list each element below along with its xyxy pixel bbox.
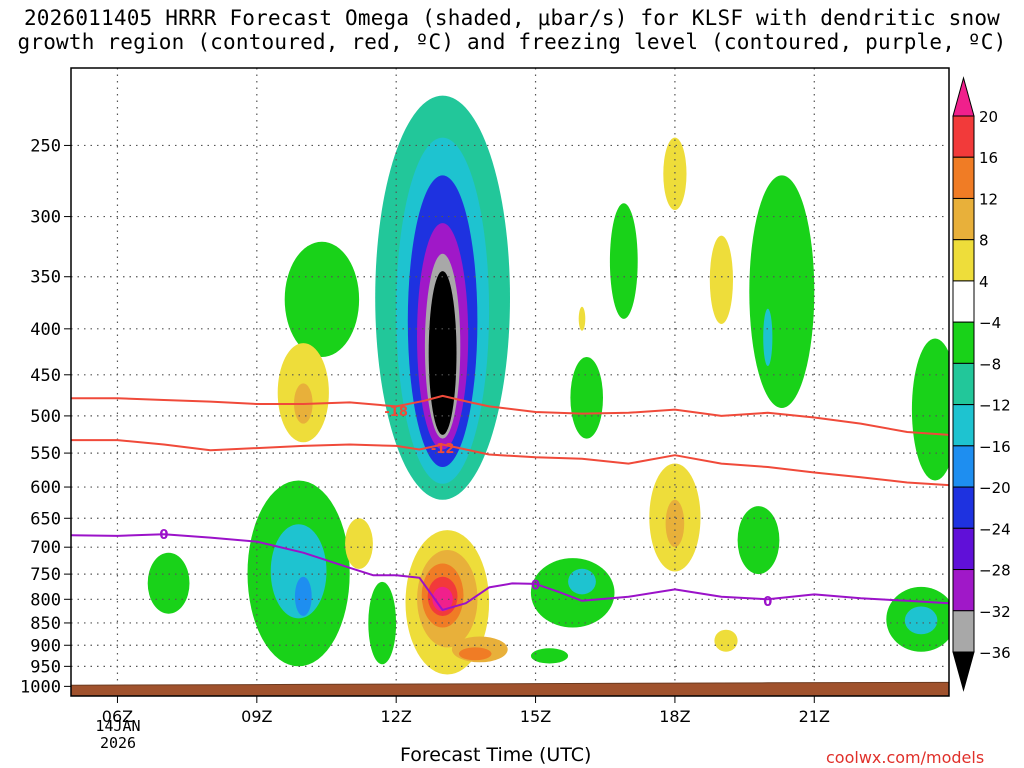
colorbar: 20 16 12 8 4 −4 −8 −12 −16 −20 −24 −28 −32 −36 [952, 76, 1011, 692]
dgz-label-0: -18 [384, 405, 408, 420]
omega-region-38 [578, 306, 586, 331]
omega-region-10 [147, 552, 190, 614]
y-tick-label-500: 500 [30, 407, 61, 427]
colorbar-label-5: −4 [979, 314, 1001, 332]
colorbar-label-12: −32 [979, 603, 1011, 621]
omega-region-22 [904, 606, 938, 635]
omega-region-14 [570, 357, 603, 439]
omega-region-9 [294, 576, 312, 617]
x-tick-label-18: 18Z [659, 707, 690, 726]
chart-title-line-1: 2026011405 HRRR Forecast Omega (shaded, … [23, 6, 1001, 30]
omega-region-6 [284, 241, 360, 357]
y-tick-label-250: 250 [30, 136, 61, 156]
x-axis: 06Z 09Z 12Z 15Z 18Z 21Z [102, 696, 830, 726]
colorbar-box-11 [952, 527, 975, 571]
omega-region-11 [368, 581, 397, 665]
omega-region-5 [428, 271, 457, 435]
dgz-label-1: -12 [431, 442, 455, 457]
terrain-fill [71, 681, 949, 696]
date-label-year: 2026 [99, 734, 137, 752]
grid-lines [71, 68, 949, 696]
y-tick-label-650: 650 [30, 509, 61, 529]
colorbar-box-4 [952, 239, 975, 282]
y-tick-label-950: 950 [30, 657, 61, 677]
colorbar-box-7 [952, 362, 975, 406]
dgz-contour-1 [71, 439, 949, 487]
freezing-level-label-0: 0 [159, 528, 168, 543]
dgz-contour-0 [71, 394, 949, 436]
omega-region-12 [530, 558, 615, 628]
colorbar-box-5 [952, 280, 975, 323]
y-tick-label-900: 900 [30, 636, 61, 656]
omega-region-13 [568, 568, 596, 595]
colorbar-label-9: −20 [979, 479, 1011, 497]
y-tick-label-1000: 1000 [20, 677, 61, 697]
colorbar-box-1 [952, 115, 975, 158]
terrain-ground [71, 681, 949, 696]
colorbar-label-3: 8 [979, 232, 989, 250]
y-tick-label-750: 750 [30, 565, 61, 585]
colorbar-box-10 [952, 486, 975, 529]
omega-region-19 [609, 203, 638, 319]
omega-region-18 [763, 308, 773, 366]
omega-region-36 [709, 235, 734, 324]
colorbar-label-1: 16 [979, 149, 998, 167]
colorbar-label-6: −8 [979, 355, 1001, 373]
omega-region-15 [530, 648, 569, 664]
x-axis-label: Forecast Time (UTC) [400, 744, 592, 766]
y-tick-label-850: 850 [30, 614, 61, 634]
freezing-level-label-2: 0 [763, 595, 772, 610]
x-tick-label-6: 06Z [102, 707, 133, 726]
colorbar-box-13 [952, 610, 975, 653]
colorbar-box-3 [952, 197, 975, 241]
plot-frame [70, 67, 950, 697]
omega-region-17 [749, 175, 815, 408]
omega-region-16 [737, 506, 780, 575]
site-credit: coolwx.com/models [826, 748, 985, 767]
y-tick-label-300: 300 [30, 208, 61, 228]
freezing-level-line [71, 533, 949, 611]
colorbar-bottom-arrow [952, 651, 975, 692]
colorbar-label-11: −28 [979, 562, 1011, 580]
x-tick-label-15: 15Z [520, 707, 551, 726]
y-tick-label-800: 800 [30, 590, 61, 610]
colorbar-label-0: 20 [979, 108, 998, 126]
colorbar-label-2: 12 [979, 190, 998, 208]
colorbar-label-10: −24 [979, 520, 1011, 538]
y-tick-label-450: 450 [30, 366, 61, 386]
y-tick-label-350: 350 [30, 268, 61, 288]
colorbar-box-6 [952, 321, 975, 364]
omega-region-25 [345, 518, 373, 569]
y-tick-label-550: 550 [30, 444, 61, 464]
colorbar-box-12 [952, 569, 975, 612]
colorbar-top-arrow [952, 76, 975, 117]
x-tick-label-12: 12Z [381, 707, 412, 726]
y-tick-label-700: 700 [30, 538, 61, 558]
chart-title-line-2: growth region (contoured, red, ºC) and f… [17, 30, 1007, 54]
colorbar-label-4: 4 [979, 273, 989, 291]
omega-region-32 [458, 647, 492, 661]
colorbar-label-7: −12 [979, 397, 1011, 415]
date-label-day: 14JAN [95, 717, 141, 735]
omega-region-35 [663, 137, 687, 210]
y-tick-label-400: 400 [30, 320, 61, 340]
y-axis: 2503003504004505005506006507007508008509… [20, 136, 71, 697]
colorbar-box-2 [952, 156, 975, 199]
x-tick-label-9: 09Z [241, 707, 272, 726]
x-tick-label-21: 21Z [799, 707, 830, 726]
omega-region-37 [714, 629, 738, 652]
colorbar-label-13: −36 [979, 644, 1011, 662]
colorbar-box-9 [952, 445, 975, 488]
colorbar-label-8: −16 [979, 438, 1011, 456]
freezing-level-label-1: 0 [531, 578, 540, 593]
contour-lines: -18 -12 0 0 0 [71, 394, 949, 611]
omega-region-20 [911, 338, 949, 481]
y-tick-label-600: 600 [30, 478, 61, 498]
colorbar-box-8 [952, 404, 975, 447]
omega-shading [147, 95, 949, 675]
